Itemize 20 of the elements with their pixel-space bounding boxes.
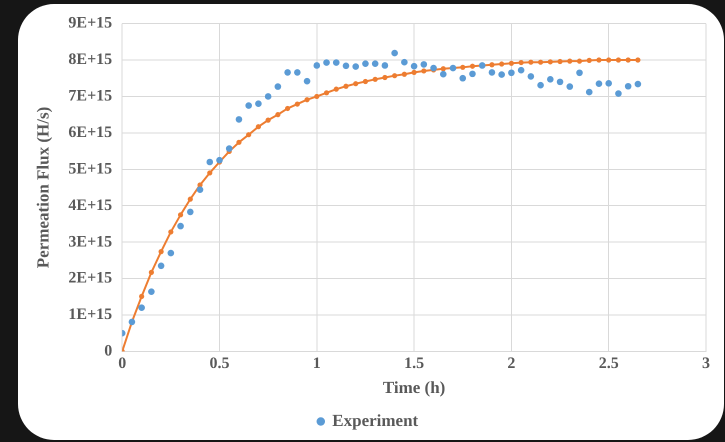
x-tick-label: 2 — [507, 355, 516, 372]
x-tick-label: 1 — [312, 355, 321, 372]
y-tick-label: 7E+15 — [68, 88, 112, 105]
x-tick-label: 0 — [118, 355, 126, 372]
y-tick-label: 6E+15 — [68, 124, 112, 142]
y-tick-label: 9E+15 — [68, 14, 112, 32]
y-tick-label: 1E+15 — [68, 306, 112, 324]
y-axis-title: Permeation Flux (H/s) — [34, 106, 53, 268]
x-tick-label: 2.5 — [598, 355, 619, 372]
y-tick-label: 5E+15 — [68, 160, 112, 178]
y-tick-label: 0 — [104, 342, 112, 360]
y-tick-label: 8E+15 — [68, 51, 112, 68]
x-tick-label: 3 — [702, 355, 710, 372]
y-tick-label: 4E+15 — [68, 196, 112, 214]
y-tick-label: 2E+15 — [68, 270, 112, 287]
x-axis-title: Time (h) — [382, 378, 446, 398]
x-tick-label: 0.5 — [209, 355, 230, 372]
x-tick-label: 1.5 — [404, 355, 424, 372]
y-tick-label: 3E+15 — [68, 233, 112, 250]
legend-label: Experiment — [332, 410, 419, 430]
